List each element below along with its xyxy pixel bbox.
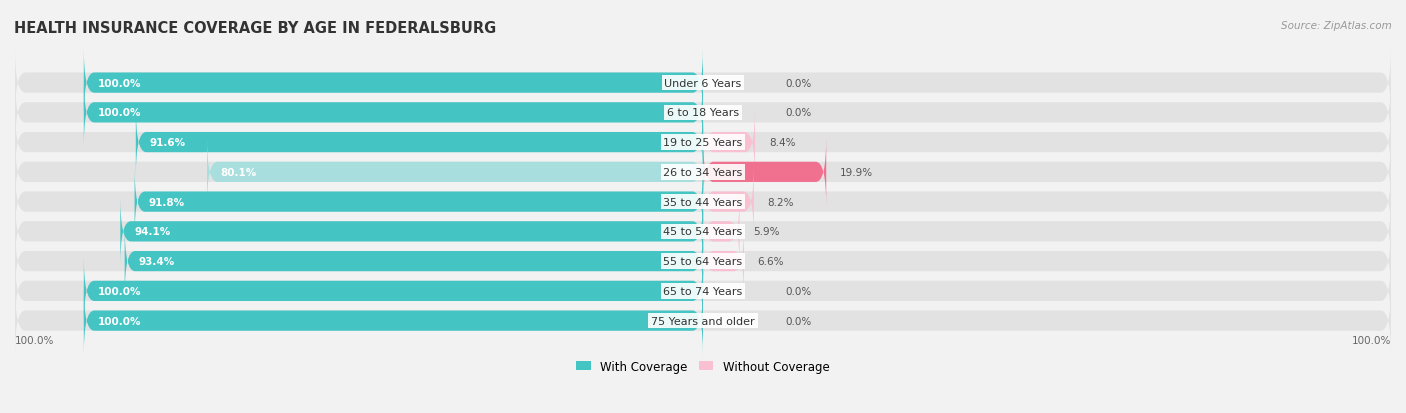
Text: 19.9%: 19.9%	[839, 167, 873, 178]
FancyBboxPatch shape	[703, 168, 754, 237]
FancyBboxPatch shape	[703, 138, 827, 207]
FancyBboxPatch shape	[15, 227, 1391, 296]
FancyBboxPatch shape	[15, 49, 1391, 118]
FancyBboxPatch shape	[703, 197, 740, 266]
FancyBboxPatch shape	[84, 78, 703, 147]
Text: HEALTH INSURANCE COVERAGE BY AGE IN FEDERALSBURG: HEALTH INSURANCE COVERAGE BY AGE IN FEDE…	[14, 21, 496, 36]
Text: 0.0%: 0.0%	[786, 108, 811, 118]
FancyBboxPatch shape	[84, 257, 703, 325]
FancyBboxPatch shape	[703, 108, 755, 177]
FancyBboxPatch shape	[15, 138, 1391, 207]
Text: 45 to 54 Years: 45 to 54 Years	[664, 227, 742, 237]
Text: 100.0%: 100.0%	[1351, 335, 1391, 345]
FancyBboxPatch shape	[121, 197, 703, 266]
Text: 100.0%: 100.0%	[97, 108, 141, 118]
Text: 80.1%: 80.1%	[221, 167, 257, 178]
FancyBboxPatch shape	[135, 168, 703, 237]
FancyBboxPatch shape	[84, 49, 703, 118]
FancyBboxPatch shape	[15, 168, 1391, 237]
Text: 93.4%: 93.4%	[138, 256, 174, 266]
FancyBboxPatch shape	[15, 257, 1391, 325]
Legend: With Coverage, Without Coverage: With Coverage, Without Coverage	[572, 355, 834, 377]
FancyBboxPatch shape	[15, 108, 1391, 177]
FancyBboxPatch shape	[207, 138, 703, 207]
Text: Under 6 Years: Under 6 Years	[665, 78, 741, 88]
Text: 100.0%: 100.0%	[15, 335, 55, 345]
Text: 5.9%: 5.9%	[754, 227, 780, 237]
FancyBboxPatch shape	[15, 78, 1391, 147]
Text: 55 to 64 Years: 55 to 64 Years	[664, 256, 742, 266]
Text: 8.4%: 8.4%	[769, 138, 796, 148]
Text: 91.8%: 91.8%	[149, 197, 184, 207]
Text: 100.0%: 100.0%	[97, 78, 141, 88]
Text: 0.0%: 0.0%	[786, 78, 811, 88]
FancyBboxPatch shape	[84, 286, 703, 355]
Text: 0.0%: 0.0%	[786, 286, 811, 296]
Text: 35 to 44 Years: 35 to 44 Years	[664, 197, 742, 207]
Text: 94.1%: 94.1%	[134, 227, 170, 237]
Text: 91.6%: 91.6%	[149, 138, 186, 148]
Text: 19 to 25 Years: 19 to 25 Years	[664, 138, 742, 148]
Text: 75 Years and older: 75 Years and older	[651, 316, 755, 326]
Text: Source: ZipAtlas.com: Source: ZipAtlas.com	[1281, 21, 1392, 31]
FancyBboxPatch shape	[15, 197, 1391, 266]
FancyBboxPatch shape	[125, 227, 703, 296]
Text: 6 to 18 Years: 6 to 18 Years	[666, 108, 740, 118]
Text: 100.0%: 100.0%	[97, 286, 141, 296]
Text: 0.0%: 0.0%	[786, 316, 811, 326]
Text: 8.2%: 8.2%	[768, 197, 794, 207]
FancyBboxPatch shape	[703, 227, 744, 296]
FancyBboxPatch shape	[15, 286, 1391, 355]
Text: 100.0%: 100.0%	[97, 316, 141, 326]
FancyBboxPatch shape	[136, 108, 703, 177]
Text: 65 to 74 Years: 65 to 74 Years	[664, 286, 742, 296]
Text: 6.6%: 6.6%	[758, 256, 785, 266]
Text: 26 to 34 Years: 26 to 34 Years	[664, 167, 742, 178]
